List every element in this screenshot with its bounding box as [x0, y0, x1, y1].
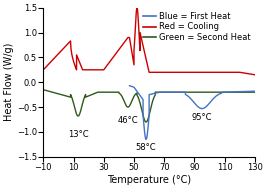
Y-axis label: Heat Flow (W/g): Heat Flow (W/g) — [4, 43, 14, 121]
Text: 46°C: 46°C — [118, 115, 138, 125]
Text: 95°C: 95°C — [192, 113, 212, 122]
Text: 13°C: 13°C — [68, 130, 88, 139]
Legend: Blue = First Heat, Red = Cooling, Green = Second Heat: Blue = First Heat, Red = Cooling, Green … — [140, 9, 254, 46]
Text: 58°C: 58°C — [136, 143, 156, 152]
X-axis label: Temperature (°C): Temperature (°C) — [107, 175, 191, 185]
